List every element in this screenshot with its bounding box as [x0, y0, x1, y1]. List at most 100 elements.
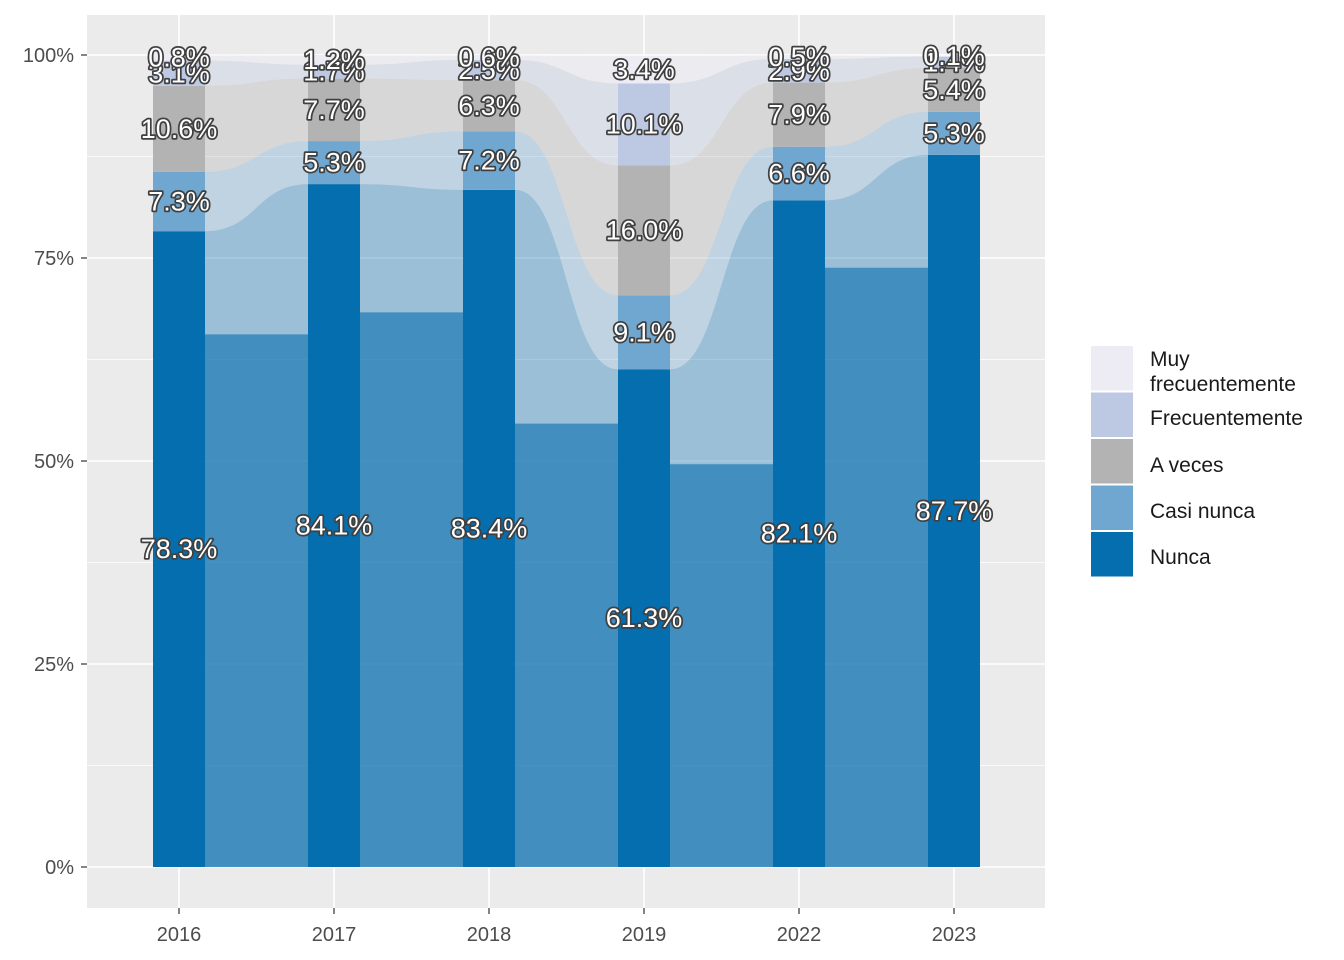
flow-ribbon-casi-nunca — [205, 141, 308, 232]
flow-ribbon-muy-frecuentemente — [205, 54, 308, 65]
data-label: 10.6% — [141, 114, 218, 144]
data-label: 1.7% — [303, 57, 365, 87]
bar-segment-muy-frecuentemente — [618, 55, 670, 84]
flow-ribbon-muy-frecuentemente — [825, 55, 928, 60]
data-label: 7.3% — [148, 187, 210, 217]
data-label: 7.2% — [458, 146, 520, 176]
bar-segment-casi-nunca — [773, 146, 825, 201]
data-label: 84.1% — [296, 511, 373, 541]
data-label: 2.9% — [768, 56, 830, 86]
flow-ribbon-nunca-nunca — [205, 334, 308, 867]
data-label: 10.1% — [606, 109, 683, 139]
data-label: 78.3% — [141, 534, 218, 564]
flow-ribbon-frecuentemente — [360, 59, 463, 81]
flow-ribbon-frecuentemente — [825, 56, 928, 83]
data-label: 0.6% — [458, 42, 520, 72]
legend-label-nunca: Nunca — [1150, 546, 1211, 569]
flow-ribbon-nunca-nunca — [670, 464, 773, 867]
bar-segment-a-veces — [928, 67, 980, 112]
data-label: 1.2% — [303, 45, 365, 75]
stacked-bars — [153, 54, 980, 868]
flow-ribbon-a-veces — [825, 67, 928, 147]
bar-segment-nunca — [308, 184, 360, 867]
bar-segment-frecuentemente — [773, 59, 825, 83]
flow-ribbon-a-veces — [515, 80, 618, 296]
bar-segment-muy-frecuentemente — [928, 55, 980, 57]
bar-segment-frecuentemente — [463, 59, 515, 81]
data-label: 9.1% — [613, 317, 675, 347]
bar-segment-frecuentemente — [928, 56, 980, 68]
legend-label-casi-nunca: Casi nunca — [1150, 500, 1255, 523]
data-label: 3.4% — [613, 55, 675, 85]
data-label: 1.4% — [923, 47, 985, 77]
bar-segment-nunca — [618, 369, 670, 867]
bar-segment-muy-frecuentemente — [308, 55, 360, 65]
bar-segment-muy-frecuentemente — [773, 55, 825, 60]
legend-label-frecuentemente-cont: frecuentemente — [1150, 373, 1296, 396]
legend-label-a-veces: A veces — [1150, 454, 1224, 477]
bar-segment-nunca — [153, 231, 205, 868]
legend-key-muy-frecuentemente — [1089, 344, 1135, 393]
y-tick-label: 100% — [23, 45, 74, 67]
legend-key-frecuentemente — [1089, 390, 1135, 439]
data-label: 16.0% — [606, 215, 683, 245]
flow-ribbon-muy-frecuentemente — [360, 55, 463, 65]
x-tick-label: 2022 — [777, 924, 822, 946]
y-tick-label: 75% — [34, 248, 74, 270]
x-tick-label: 2018 — [467, 924, 512, 946]
x-tick-label: 2017 — [312, 924, 357, 946]
flow-ribbon-frecuentemente — [515, 59, 618, 166]
bar-segment-casi-nunca — [928, 111, 980, 155]
flow-ribbons — [205, 54, 928, 868]
flow-ribbon-nunca-nunca — [825, 267, 928, 867]
legend-label-muy: Muy — [1150, 348, 1190, 371]
bar-segment-a-veces — [773, 82, 825, 147]
bar-segment-casi-nunca — [308, 141, 360, 185]
x-tick-label: 2016 — [157, 924, 202, 946]
data-label: 0.1% — [923, 41, 985, 71]
data-label: 3.1% — [148, 58, 210, 88]
flow-ribbon-a-veces — [205, 78, 308, 172]
data-label: 0.8% — [148, 42, 210, 72]
data-label: 5.3% — [303, 148, 365, 178]
data-label: 61.3% — [606, 603, 683, 633]
data-label: 7.9% — [768, 100, 830, 130]
legend-label-frecuentemente: Frecuentemente — [1150, 407, 1303, 430]
data-labels: 78.3%7.3%10.6%3.1%0.8%84.1%5.3%7.7%1.7%1… — [139, 39, 994, 634]
flow-ribbon-muy-frecuentemente — [515, 55, 618, 84]
bar-segment-frecuentemente — [618, 83, 670, 166]
legend-key-casi-nunca — [1089, 483, 1135, 532]
x-tick-label: 2019 — [622, 924, 667, 946]
flow-ribbon-casi-nunca — [360, 131, 463, 190]
flow-ribbon-frecuentemente — [205, 60, 308, 86]
data-label: 5.4% — [923, 75, 985, 105]
legend-key-a-veces — [1089, 437, 1135, 486]
data-label: 6.3% — [458, 91, 520, 121]
bar-segment-frecuentemente — [153, 60, 205, 86]
x-tick-label: 2023 — [932, 924, 977, 946]
bar-segment-a-veces — [463, 80, 515, 132]
bar-segment-nunca — [463, 189, 515, 868]
data-label: 83.4% — [451, 513, 528, 543]
data-label: 6.6% — [768, 159, 830, 189]
flow-ribbon-a-veces — [670, 82, 773, 296]
flow-ribbon-a-veces — [360, 78, 463, 142]
bar-segment-casi-nunca — [153, 171, 205, 232]
flow-ribbon-casi-nunca — [825, 111, 928, 201]
data-label: 2.5% — [458, 55, 520, 85]
bar-segment-frecuentemente — [308, 64, 360, 79]
bar-segment-a-veces — [308, 78, 360, 142]
bar-segment-a-veces — [153, 85, 205, 172]
bar-segment-nunca — [773, 200, 825, 867]
bar-segment-casi-nunca — [463, 131, 515, 190]
y-tick-label: 25% — [34, 654, 74, 676]
bar-segment-casi-nunca — [618, 295, 670, 370]
bar-segment-muy-frecuentemente — [153, 54, 205, 61]
flow-ribbon-frecuentemente — [670, 59, 773, 166]
data-label: 0.5% — [768, 42, 830, 72]
data-label: 5.3% — [923, 118, 985, 148]
flow-ribbon-casi-nunca — [670, 146, 773, 370]
bar-segment-muy-frecuentemente — [463, 55, 515, 60]
data-label: 7.7% — [303, 95, 365, 125]
